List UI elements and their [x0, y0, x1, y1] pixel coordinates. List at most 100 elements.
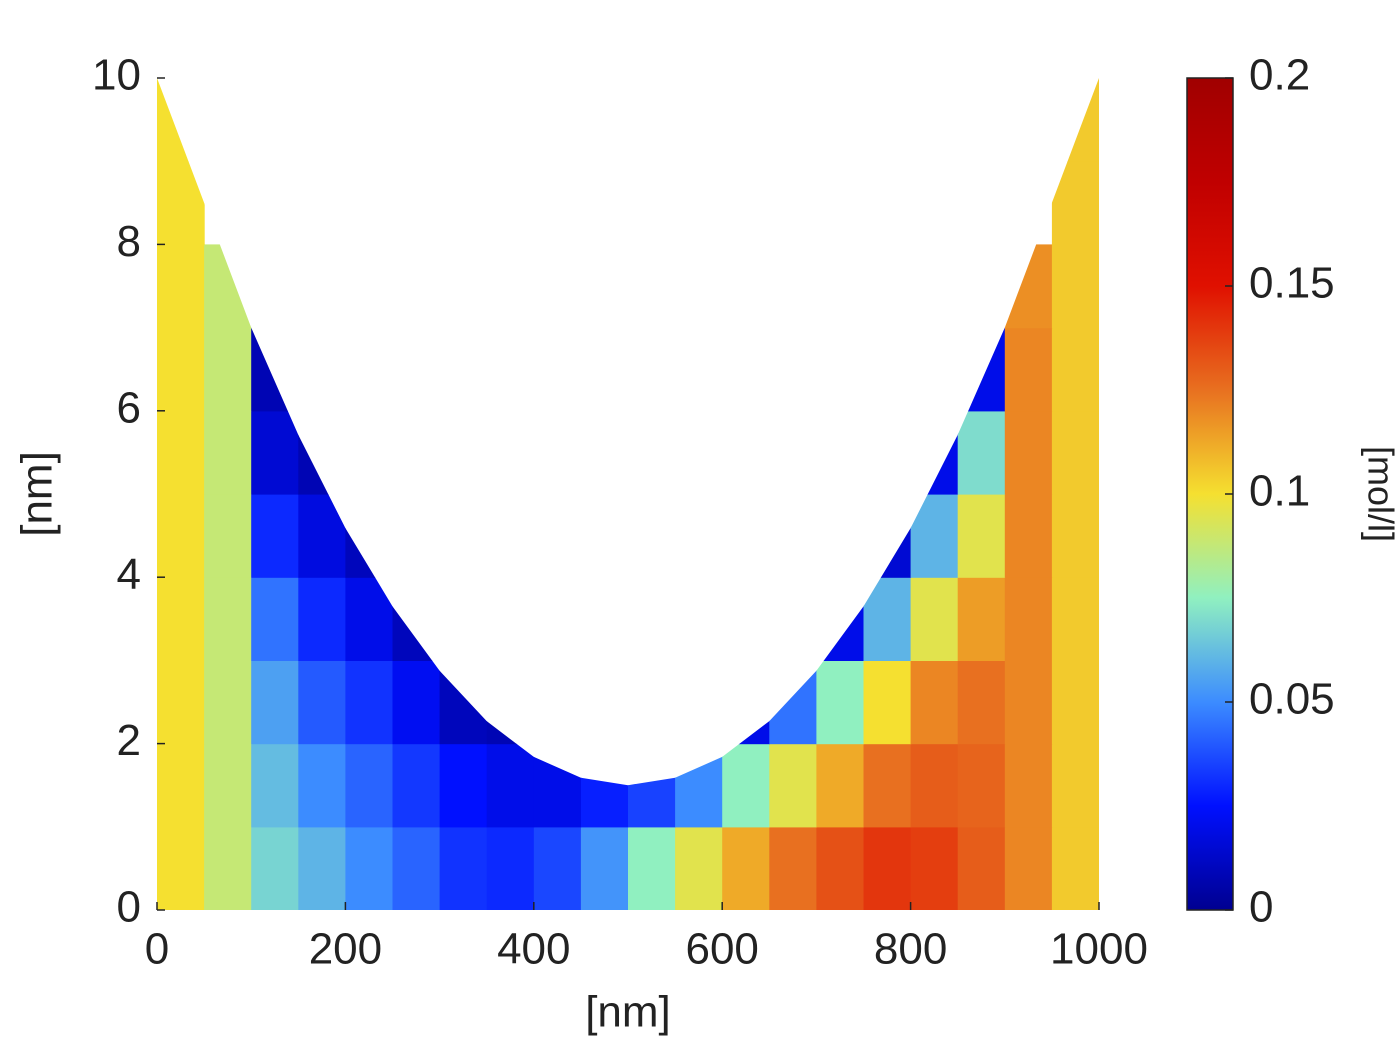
cell: [1051, 161, 1099, 245]
cell: [157, 577, 205, 661]
cell: [1004, 826, 1053, 910]
cell: [486, 660, 535, 745]
cell: [345, 826, 394, 910]
cell: [345, 660, 394, 745]
cell: [957, 410, 1006, 495]
cell: [1004, 244, 1053, 329]
cell: [1051, 78, 1099, 162]
cell: [863, 743, 912, 828]
cell: [157, 161, 205, 245]
cell: [1051, 244, 1099, 329]
colorbar-tick-label: 0.05: [1249, 675, 1335, 724]
y-axis-label: [nm]: [13, 451, 62, 537]
cell: [957, 577, 1006, 661]
cell: [204, 743, 252, 828]
cell: [251, 494, 299, 578]
cell: [1004, 577, 1053, 661]
cell: [204, 494, 252, 578]
cell: [392, 660, 441, 745]
cell: [1051, 743, 1099, 828]
cell: [1051, 410, 1099, 495]
cell: [1004, 660, 1053, 745]
cell: [251, 826, 299, 910]
cell: [157, 244, 205, 329]
cell: [910, 577, 959, 661]
cell: [157, 660, 205, 745]
cell: [1004, 410, 1053, 495]
cell: [769, 660, 817, 745]
cell: [957, 327, 1006, 412]
cell: [816, 743, 865, 828]
cell: [345, 743, 394, 828]
x-tick-label: 600: [685, 925, 758, 974]
cell: [957, 660, 1006, 745]
colorbar-label: [mol/l]: [1360, 446, 1400, 542]
cell: [863, 494, 912, 578]
cell: [1051, 494, 1099, 578]
cell: [251, 660, 299, 745]
cell: [1051, 826, 1099, 910]
cell: [298, 826, 346, 910]
colorbar-tick-label: 0.2: [1249, 51, 1310, 100]
cell: [1004, 494, 1053, 578]
cell: [204, 826, 252, 910]
cell: [910, 743, 959, 828]
cell: [392, 577, 441, 661]
cell: [392, 743, 441, 828]
colorbar-tick-label: 0: [1249, 883, 1273, 932]
cell: [533, 743, 582, 828]
cell: [863, 826, 912, 910]
cell: [769, 743, 817, 828]
cell: [298, 494, 346, 578]
x-tick-label: 400: [497, 925, 570, 974]
cell: [157, 826, 205, 910]
x-tick-label: 0: [145, 925, 169, 974]
cell: [392, 826, 441, 910]
cell: [863, 577, 912, 661]
cell: [439, 826, 488, 910]
cell: [1004, 743, 1053, 828]
cell: [722, 826, 770, 910]
cell: [251, 577, 299, 661]
cell: [251, 743, 299, 828]
cell: [675, 826, 723, 910]
y-tick-label: 0: [117, 883, 141, 932]
cell: [769, 826, 817, 910]
cell: [157, 410, 205, 495]
cell: [957, 494, 1006, 578]
cell: [298, 743, 346, 828]
x-tick-label: 1000: [1050, 925, 1148, 974]
cell: [1004, 327, 1053, 412]
cell: [1051, 660, 1099, 745]
cell: [957, 826, 1006, 910]
cell: [580, 743, 629, 828]
cell: [157, 78, 205, 162]
cell: [816, 660, 865, 745]
cell: [628, 826, 676, 910]
field: [157, 78, 1099, 910]
cell: [910, 494, 959, 578]
y-tick-label: 2: [117, 716, 141, 765]
cell: [722, 743, 770, 828]
cell: [157, 494, 205, 578]
cell: [910, 410, 959, 495]
x-axis-label: [nm]: [585, 988, 671, 1037]
y-tick-label: 4: [117, 550, 141, 599]
cell: [722, 660, 770, 745]
cell: [439, 743, 488, 828]
cell: [157, 743, 205, 828]
cell: [910, 826, 959, 910]
x-tick-label: 800: [874, 925, 947, 974]
cell: [486, 743, 535, 828]
cell: [204, 577, 252, 661]
cell: [204, 660, 252, 745]
cell: [675, 743, 723, 828]
cell: [298, 410, 346, 495]
x-tick-label: 200: [309, 925, 382, 974]
cell: [298, 577, 346, 661]
y-tick-label: 8: [117, 217, 141, 266]
cell: [439, 660, 488, 745]
cell: [204, 327, 252, 412]
